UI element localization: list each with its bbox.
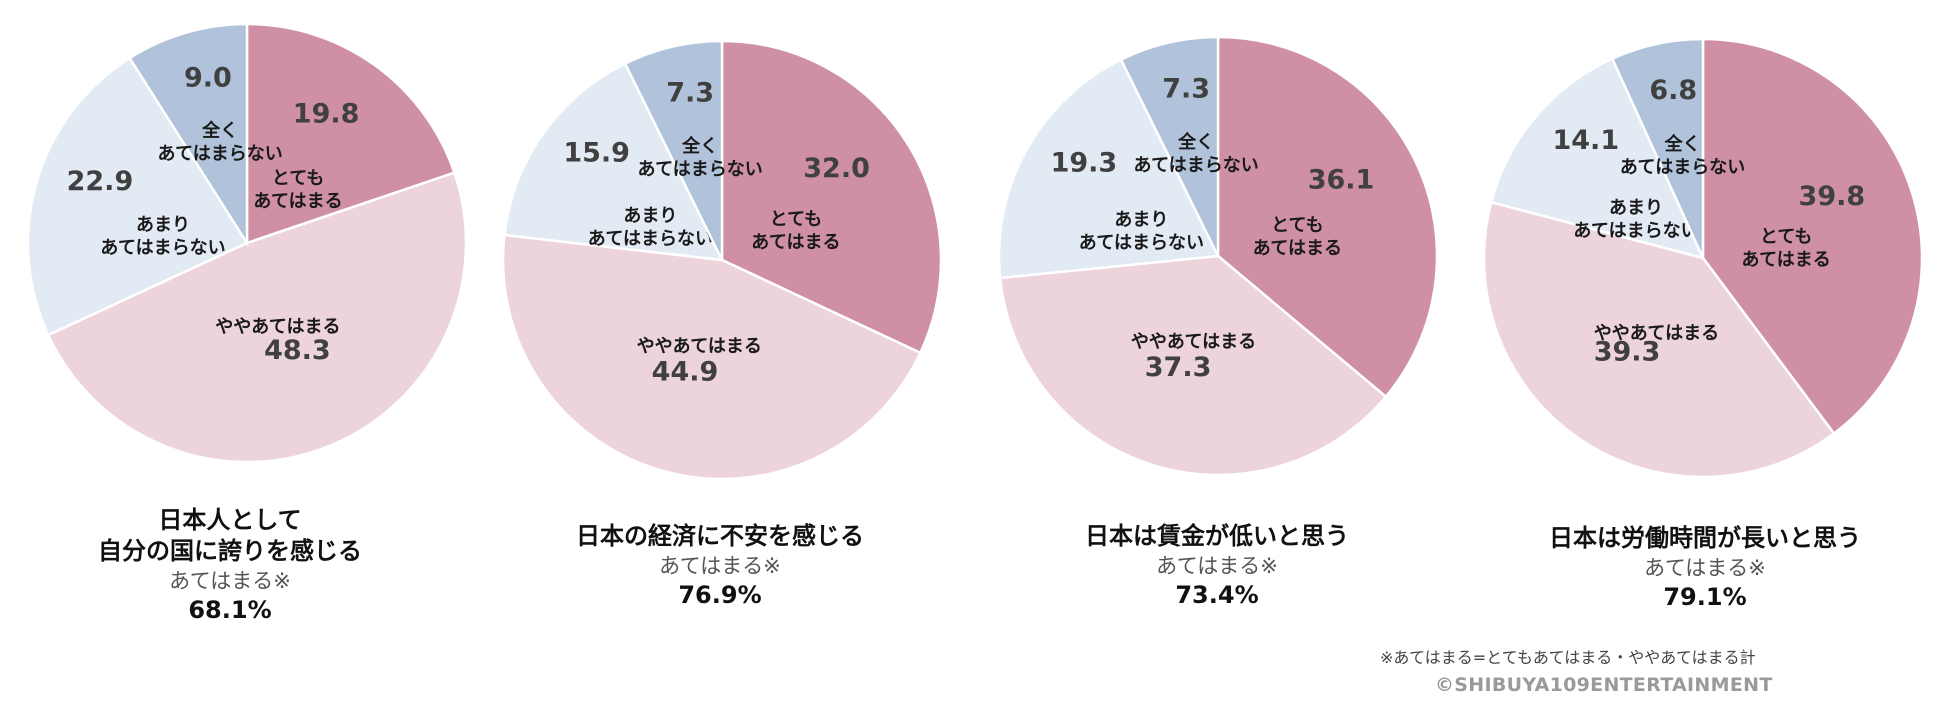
slice-category-label: 全くあてはまらない xyxy=(637,135,762,180)
slice-category-label: ややあてはまる xyxy=(1131,332,1256,353)
slice-value-label: 14.1 xyxy=(1552,125,1619,156)
copyright: ©SHIBUYA109ENTERTAINMENT xyxy=(1435,674,1773,696)
chart-subtitle: あてはまる※ xyxy=(659,554,781,578)
slice-category-label: あまりあてはまらない xyxy=(1573,198,1698,242)
slice-category-label: とてもあてはまる xyxy=(1742,226,1831,270)
chart-title: 日本の経済に不安を感じる xyxy=(576,522,864,550)
chart-caption-3: 日本は賃金が低いと思う あてはまる※ 73.4% xyxy=(1007,521,1427,610)
slice-value-label: 19.8 xyxy=(293,99,360,130)
slice-category-label: 全くあてはまらない xyxy=(157,119,282,164)
pie-slice xyxy=(1216,35,1439,399)
chart-caption-2: 日本の経済に不安を感じる あてはまる※ 76.9% xyxy=(510,521,930,610)
slice-category-label: あまりあてはまらない xyxy=(588,206,713,250)
slice-category-label: あまりあてはまらない xyxy=(1079,210,1204,254)
chart-subtitle: あてはまる※ xyxy=(1156,554,1278,578)
slice-value-label: 39.8 xyxy=(1799,181,1866,212)
pie-slice xyxy=(997,57,1220,280)
chart-subtitle: あてはまる※ xyxy=(169,569,291,593)
chart-caption-4: 日本は労働時間が長いと思う あてはまる※ 79.1% xyxy=(1495,523,1915,612)
slice-value-label: 7.3 xyxy=(666,78,714,109)
slice-value-label: 37.3 xyxy=(1145,352,1212,383)
slice-value-label: 32.0 xyxy=(803,153,870,184)
chart-caption-1: 日本人として 自分の国に誇りを感じる あてはまる※ 68.1% xyxy=(20,505,440,625)
slice-value-label: 19.3 xyxy=(1051,148,1118,179)
pie-slice xyxy=(503,61,725,262)
slice-value-label: 48.3 xyxy=(264,335,331,366)
slice-category-label: 全くあてはまらない xyxy=(1133,131,1258,176)
slice-category-label: あまりあてはまらない xyxy=(100,214,225,258)
chart-title: 日本人として 自分の国に誇りを感じる xyxy=(98,506,362,565)
chart-subtitle: あてはまる※ xyxy=(1644,556,1766,580)
slice-category-label: ややあてはまる xyxy=(215,316,340,337)
slice-value-label: 6.8 xyxy=(1649,75,1697,106)
slice-category-label: とてもあてはまる xyxy=(1253,215,1342,259)
slice-category-label: とてもあてはまる xyxy=(751,209,840,253)
pie-slice xyxy=(1610,37,1705,259)
chart-total: 68.1% xyxy=(188,596,272,624)
pie-slice xyxy=(1489,57,1706,260)
pie-slice xyxy=(127,22,249,248)
slice-value-label: 44.9 xyxy=(652,357,719,388)
chart-title: 日本は労働時間が長いと思う xyxy=(1549,524,1861,552)
pie-slice xyxy=(998,254,1388,477)
footnote: ※あてはまる=とてもあてはまる・ややあてはまる計 xyxy=(1380,648,1756,667)
pie-slice xyxy=(1119,35,1220,257)
slice-value-label: 15.9 xyxy=(563,138,630,169)
chart-title: 日本は賃金が低いと思う xyxy=(1085,522,1349,550)
chart-total: 73.4% xyxy=(1175,581,1259,609)
slice-value-label: 22.9 xyxy=(67,166,134,197)
slice-category-label: 全くあてはまらない xyxy=(1620,133,1745,178)
slice-category-label: ややあてはまる xyxy=(1594,323,1719,344)
chart-total: 79.1% xyxy=(1663,583,1747,611)
pie-slice xyxy=(245,22,457,245)
pie-slice xyxy=(1482,200,1836,479)
slice-category-label: ややあてはまる xyxy=(637,336,762,357)
slice-category-label: とてもあてはまる xyxy=(253,168,342,212)
slice-value-label: 9.0 xyxy=(184,62,232,93)
pie-slice xyxy=(26,56,249,337)
pie-slice xyxy=(46,171,468,464)
chart-total: 76.9% xyxy=(678,581,762,609)
pie-slice xyxy=(623,39,724,261)
slice-value-label: 7.3 xyxy=(1162,74,1210,105)
pie-slice xyxy=(501,233,923,481)
pie-slice xyxy=(720,39,943,355)
slice-value-label: 39.3 xyxy=(1594,337,1661,368)
slice-value-label: 36.1 xyxy=(1308,165,1375,196)
pie-slice xyxy=(1701,37,1924,436)
